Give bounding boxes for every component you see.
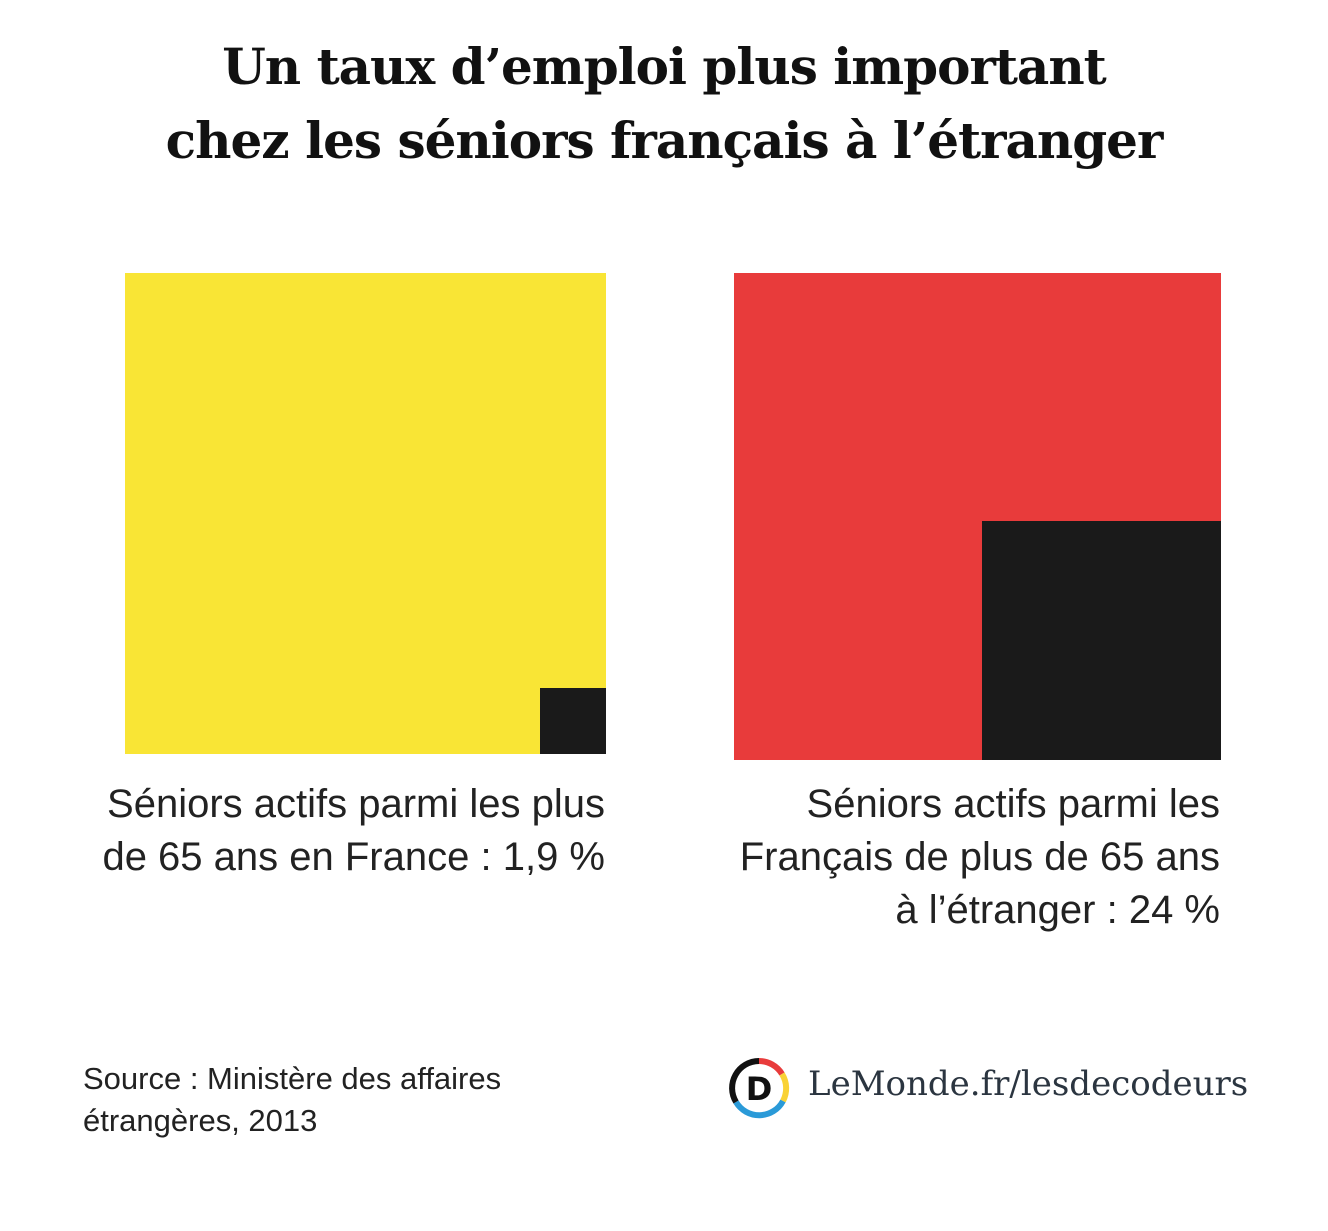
label-line: Séniors actifs parmi les plus: [107, 782, 605, 826]
label-abroad: Séniors actifs parmi les Français de plu…: [620, 778, 1220, 937]
label-line: Séniors actifs parmi les: [806, 782, 1220, 826]
les-decodeurs-logo-icon: D: [729, 1058, 790, 1119]
title-line: Un taux d’emploi plus important: [222, 37, 1107, 96]
source-line: étrangères, 2013: [83, 1103, 318, 1138]
square-france: [125, 273, 606, 754]
source-line: Source : Ministère des affaires: [83, 1061, 502, 1096]
brand-link[interactable]: LeMonde.fr/lesdecodeurs: [808, 1064, 1249, 1104]
svg-text:D: D: [746, 1070, 773, 1108]
label-france: Séniors actifs parmi les plus de 65 ans …: [20, 778, 605, 884]
square-abroad-active: [982, 521, 1221, 760]
label-line: de 65 ans en France : 1,9 %: [102, 835, 605, 879]
square-france-active: [539, 687, 606, 754]
label-line: à l’étranger : 24 %: [895, 888, 1220, 932]
chart-title: Un taux d’emploi plus important chez les…: [0, 30, 1328, 178]
label-line: Français de plus de 65 ans: [739, 835, 1220, 879]
title-line: chez les séniors français à l’étranger: [165, 111, 1164, 170]
source-note: Source : Ministère des affaires étrangèr…: [83, 1058, 501, 1142]
square-abroad: [734, 273, 1221, 760]
